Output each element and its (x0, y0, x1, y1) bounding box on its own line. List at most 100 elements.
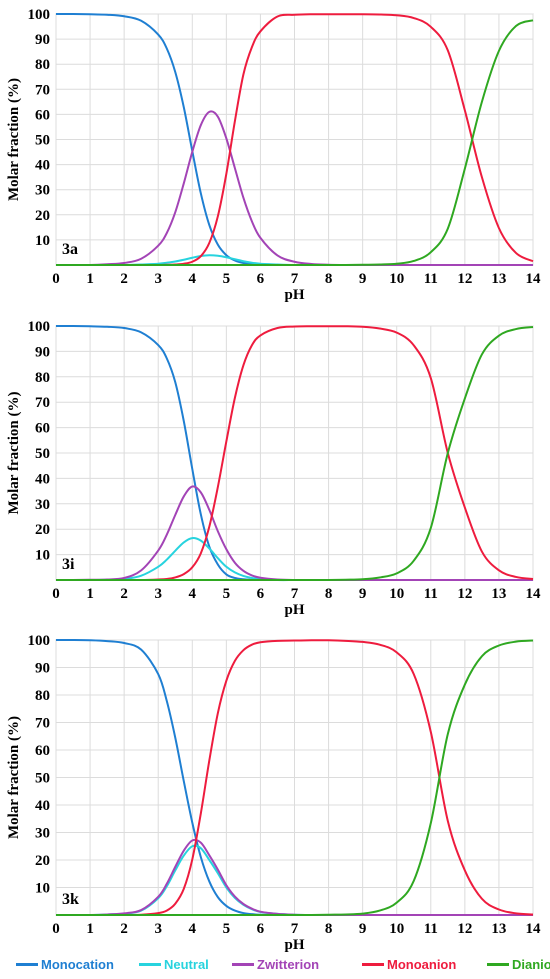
panel-label: 3k (62, 891, 79, 908)
legend-label: Zwitterion (257, 956, 320, 972)
series-line-zwitterion (56, 838, 533, 917)
x-tick-label: 7 (291, 586, 299, 602)
y-tick-label: 80 (35, 370, 50, 386)
y-tick-label: 20 (35, 522, 50, 538)
series-line-dianion (56, 639, 534, 917)
x-axis-title: pH (284, 937, 304, 953)
legend-label: Monocation (41, 956, 114, 972)
x-tick-label: 10 (389, 271, 404, 287)
x-tick-label: 2 (120, 921, 128, 937)
x-tick-label: 2 (120, 271, 128, 287)
legend-item-monoanion: Monoanion (362, 952, 456, 976)
x-tick-label: 11 (424, 921, 438, 937)
legend-item-neutral: Neutral (139, 952, 209, 976)
x-tick-label: 0 (52, 921, 60, 937)
y-axis-title: Molar fraction (%) (6, 78, 22, 201)
legend-swatch (487, 962, 509, 966)
y-tick-label: 50 (35, 771, 50, 787)
x-tick-label: 11 (424, 586, 438, 602)
x-tick-label: 12 (457, 271, 472, 287)
x-tick-label: 5 (223, 586, 231, 602)
x-tick-label: 4 (189, 271, 197, 287)
legend-label: Monoanion (387, 956, 457, 972)
x-tick-label: 11 (424, 271, 438, 287)
y-tick-label: 30 (35, 826, 50, 842)
y-tick-label: 100 (28, 319, 51, 335)
y-tick-label: 100 (28, 633, 51, 649)
x-tick-label: 4 (189, 586, 197, 602)
y-tick-label: 50 (35, 133, 50, 149)
y-tick-label: 10 (35, 233, 50, 249)
x-tick-label: 0 (52, 586, 60, 602)
x-tick-label: 10 (389, 586, 404, 602)
panel-label: 3i (62, 556, 75, 573)
x-tick-label: 9 (359, 271, 367, 287)
legend: Monocation Neutral Zwitterion Monoanion Dian… (0, 952, 550, 976)
x-tick-label: 8 (325, 921, 333, 937)
y-tick-label: 60 (35, 107, 50, 123)
legend-swatch (232, 962, 254, 966)
y-tick-label: 100 (28, 7, 51, 23)
y-tick-label: 90 (35, 32, 50, 48)
panel-label: 3a (62, 241, 78, 258)
y-tick-label: 70 (35, 82, 50, 98)
y-tick-label: 80 (35, 688, 50, 704)
x-tick-label: 13 (491, 586, 506, 602)
x-tick-label: 13 (491, 271, 506, 287)
x-tick-label: 14 (526, 586, 542, 602)
x-tick-label: 1 (86, 921, 94, 937)
x-tick-label: 7 (291, 271, 299, 287)
legend-swatch (139, 962, 161, 966)
x-tick-label: 5 (223, 271, 231, 287)
series-line-dianion (55, 19, 534, 267)
x-tick-label: 14 (526, 921, 542, 937)
x-tick-label: 9 (359, 586, 367, 602)
legend-item-dianion: Dianion (487, 952, 550, 976)
legend-swatch (362, 962, 384, 966)
x-tick-label: 3 (154, 271, 162, 287)
x-tick-label: 3 (154, 921, 162, 937)
x-tick-label: 6 (257, 921, 265, 937)
legend-item-zwitterion: Zwitterion (232, 952, 319, 976)
x-tick-label: 5 (223, 921, 231, 937)
x-tick-label: 12 (457, 921, 472, 937)
x-tick-label: 10 (389, 921, 404, 937)
series-line-dianion (56, 326, 534, 582)
x-axis-title: pH (284, 287, 304, 303)
x-tick-label: 6 (257, 271, 265, 287)
legend-label: Neutral (164, 956, 209, 972)
y-axis-title: Molar fraction (%) (6, 391, 22, 514)
x-axis-title: pH (284, 602, 304, 618)
legend-swatch (16, 962, 38, 966)
y-tick-label: 90 (35, 661, 50, 677)
y-tick-label: 40 (35, 798, 50, 814)
y-tick-label: 30 (35, 183, 50, 199)
x-tick-label: 9 (359, 921, 367, 937)
x-tick-label: 2 (120, 586, 128, 602)
x-tick-label: 1 (86, 271, 94, 287)
x-tick-label: 0 (52, 271, 60, 287)
y-tick-label: 70 (35, 395, 50, 411)
x-tick-label: 12 (457, 586, 472, 602)
x-tick-label: 14 (526, 271, 542, 287)
x-tick-label: 6 (257, 586, 265, 602)
legend-item-monocation: Monocation (16, 952, 114, 976)
series-line-monoanion (56, 639, 534, 917)
x-tick-label: 8 (325, 271, 333, 287)
y-tick-label: 40 (35, 158, 50, 174)
y-tick-label: 70 (35, 716, 50, 732)
x-tick-label: 4 (189, 921, 197, 937)
x-tick-label: 8 (325, 586, 333, 602)
x-tick-label: 7 (291, 921, 299, 937)
y-tick-label: 20 (35, 208, 50, 224)
legend-label: Dianion (512, 956, 550, 972)
y-tick-label: 10 (35, 548, 50, 564)
y-tick-label: 50 (35, 446, 50, 462)
x-tick-label: 3 (154, 586, 162, 602)
y-axis-title: Molar fraction (%) (6, 716, 22, 839)
y-tick-label: 90 (35, 344, 50, 360)
